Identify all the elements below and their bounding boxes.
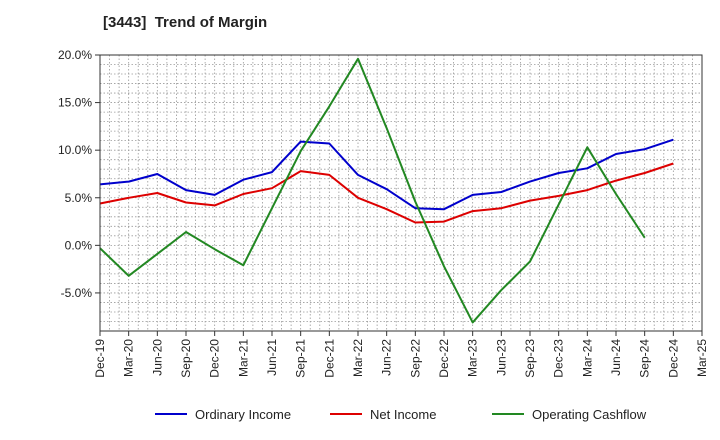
legend-label: Net Income — [370, 407, 436, 422]
x-tick-label: Mar-21 — [236, 339, 250, 377]
plot-border — [99, 54, 703, 332]
x-tick-label: Sep-20 — [179, 339, 193, 378]
x-axis-ticks: Dec-19 Mar-20 Jun-20 Sep-20 Dec-20 Mar-21 Jun-… — [93, 331, 709, 378]
x-tick-label: Mar-25 — [695, 339, 709, 377]
y-tick-label: 15.0% — [58, 96, 92, 110]
x-tick-label: Mar-20 — [122, 339, 136, 377]
x-tick-label: Jun-24 — [609, 339, 623, 376]
x-tick-label: Jun-20 — [150, 339, 164, 376]
y-tick-label: 5.0% — [65, 191, 93, 205]
x-tick-label: Jun-21 — [265, 339, 279, 376]
y-tick-label: 10.0% — [58, 143, 92, 157]
legend-label: Operating Cashflow — [532, 407, 647, 422]
x-tick-label: Mar-23 — [466, 339, 480, 377]
x-tick-label: Dec-20 — [208, 339, 222, 378]
y-tick-label: 20.0% — [58, 48, 92, 62]
series-line-net-income — [99, 162, 674, 224]
x-tick-label: Dec-21 — [322, 339, 336, 378]
legend-label: Ordinary Income — [195, 407, 291, 422]
plot-background — [100, 55, 702, 331]
y-axis-ticks: -5.0% 0.0% 5.0% 10.0% 15.0% 20.0% — [58, 48, 100, 300]
legend: Ordinary Income Net Income Operating Cashf… — [155, 407, 647, 422]
x-tick-label: Dec-19 — [93, 339, 107, 378]
y-tick-label: -5.0% — [61, 286, 93, 300]
x-tick-label: Jun-23 — [494, 339, 508, 376]
series-line-operating-cashflow — [99, 57, 646, 324]
x-tick-label: Jun-22 — [380, 339, 394, 376]
x-tick-label: Dec-23 — [552, 339, 566, 378]
x-tick-label: Mar-22 — [351, 339, 365, 377]
series-line-ordinary-income — [99, 138, 674, 211]
x-tick-label: Dec-24 — [666, 339, 680, 378]
x-tick-label: Mar-24 — [580, 339, 594, 377]
x-tick-label: Sep-24 — [638, 339, 652, 378]
y-tick-label: 0.0% — [65, 238, 93, 252]
chart-title: [3443] Trend of Margin — [103, 14, 268, 31]
x-tick-label: Sep-23 — [523, 339, 537, 378]
x-tick-label: Sep-21 — [294, 339, 308, 378]
series-lines — [99, 57, 674, 324]
x-tick-label: Dec-22 — [437, 339, 451, 378]
x-tick-label: Sep-22 — [408, 339, 422, 378]
